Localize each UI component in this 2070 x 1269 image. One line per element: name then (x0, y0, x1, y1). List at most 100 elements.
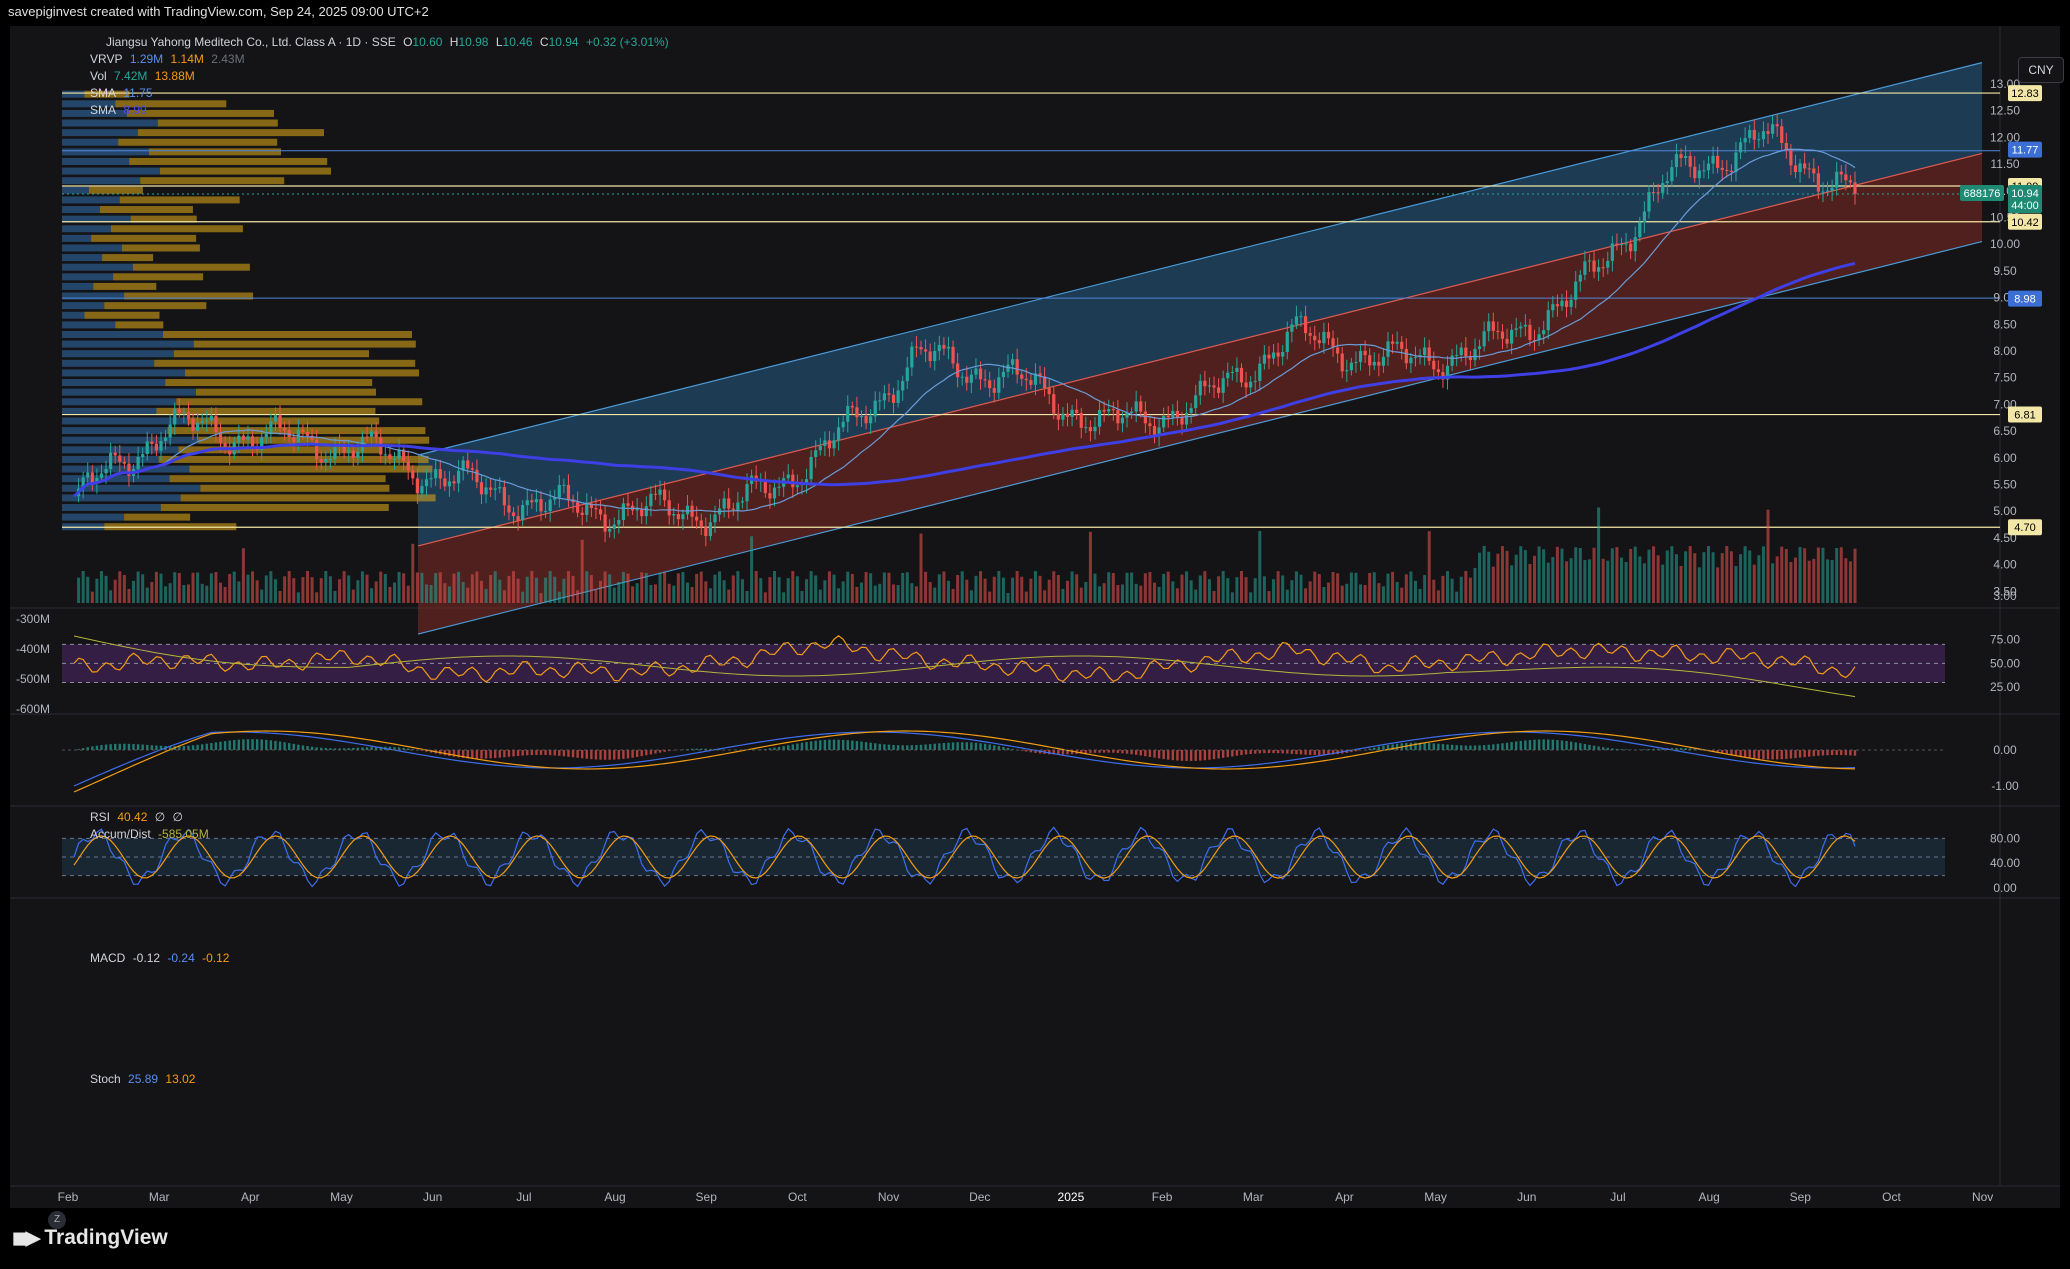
volume-bar (580, 539, 584, 603)
candle-body (667, 500, 671, 516)
volume-bar (292, 578, 296, 603)
price-chart[interactable]: 13.0012.5012.0011.5011.0010.5010.009.509… (10, 26, 2060, 1208)
legend-stoch[interactable]: Stoch 25.89 13.02 (90, 1071, 199, 1088)
volume-bar (548, 571, 552, 603)
vrvp-down-bar (84, 311, 160, 319)
time-tick-label: 2025 (1058, 1190, 1085, 1204)
candle-body (1610, 243, 1614, 261)
volume-bar (470, 574, 474, 603)
volume-bar (1478, 552, 1482, 603)
volume-bar (466, 587, 470, 603)
candle-body (246, 436, 250, 440)
volume-bar (273, 579, 277, 603)
legend-vol[interactable]: Vol 7.42M 13.88M (90, 68, 199, 85)
candle-body (319, 459, 323, 463)
candle-body (461, 460, 465, 471)
price-tag-label-3: 10.42 (2011, 217, 2039, 229)
candle-body (566, 484, 571, 500)
volume-bar (800, 590, 804, 603)
candle-body (402, 449, 406, 462)
volume-bar (457, 571, 461, 603)
volume-bar (383, 573, 387, 603)
macd-hist-bar (851, 740, 854, 750)
candle-body (933, 351, 937, 362)
volume-bar (974, 575, 978, 603)
currency-button[interactable]: CNY (2018, 57, 2064, 83)
legend-sma-slow[interactable]: SMA 8.99 (90, 102, 151, 119)
macd-hist-bar (956, 742, 959, 750)
macd-hist-bar (484, 750, 488, 759)
legend-sma-fast[interactable]: SMA 11.75 (90, 85, 157, 102)
candle-body (150, 441, 154, 444)
legend-ad[interactable]: Accum/Dist -585.05M (90, 826, 213, 843)
candle-body (163, 437, 168, 441)
candle-body (1450, 355, 1454, 366)
legend-macd[interactable]: MACD -0.12 -0.24 -0.12 (90, 950, 233, 967)
volume-bar (566, 571, 570, 603)
candle-body (1455, 355, 1459, 357)
volume-bar (873, 585, 877, 603)
volume-bar (512, 571, 516, 603)
candle-body (1249, 381, 1253, 388)
macd-hist-bar (1514, 741, 1518, 750)
volume-bar (1711, 552, 1715, 603)
candle-body (1349, 362, 1353, 371)
macd-hist-bar (1473, 745, 1477, 750)
volume-bar (1368, 573, 1372, 603)
vrvp-down-bar (167, 427, 426, 435)
volume-bar (1510, 565, 1514, 603)
candle-body (1107, 409, 1111, 412)
sma-slow-line (73, 261, 1856, 498)
candle-body (113, 452, 117, 456)
tradingview-logo: ◼▶ TradingView (12, 1226, 168, 1250)
legend-rsi[interactable]: RSI 40.42 ∅ ∅ (90, 809, 187, 826)
macd-hist-bar (1313, 750, 1316, 756)
volume-bar (374, 581, 378, 603)
volume-bar (1011, 577, 1015, 603)
macd-hist-bar (947, 742, 950, 750)
volume-bar (1052, 571, 1056, 603)
candle-body (951, 346, 955, 364)
candle-body (1780, 126, 1784, 144)
legend-vrvp[interactable]: VRVP 1.29M 1.14M 2.43M (90, 51, 249, 68)
volume-bar (594, 588, 598, 603)
candle-body (218, 432, 223, 444)
macd-hist-bar (1212, 750, 1216, 760)
vrvp-down-bar (132, 263, 250, 271)
candle-body (1308, 333, 1312, 336)
macd-hist-bar (530, 750, 534, 756)
candle-body (209, 415, 213, 421)
macd-hist-bar (1469, 745, 1472, 750)
volume-bar (1551, 556, 1555, 603)
volume-bar (1624, 561, 1628, 603)
candle-body (795, 485, 799, 488)
macd-hist-bar (1661, 748, 1664, 750)
volume-bar (502, 590, 506, 603)
candle-body (1116, 410, 1120, 424)
candle-body (896, 390, 900, 403)
candle-body (658, 489, 662, 495)
candle-body (1120, 417, 1125, 424)
volume-bar (992, 576, 996, 603)
legend-symbol[interactable]: Jiangsu Yahong Meditech Co., Ltd. Class … (106, 35, 396, 49)
macd-hist-bar (81, 748, 85, 750)
macd-hist-bar (1221, 750, 1225, 758)
macd-hist-bar (1721, 750, 1724, 754)
volume-bar (1212, 590, 1216, 603)
volume-bar (136, 571, 140, 603)
macd-hist-bar (388, 746, 392, 750)
volume-bar (1226, 578, 1230, 603)
zoom-reset-button[interactable]: Z (48, 1211, 66, 1229)
volume-bar (77, 577, 81, 603)
vrvp-down-bar (124, 513, 191, 521)
volume-bar (438, 572, 442, 603)
candle-body (1130, 411, 1134, 413)
macd-hist-bar (576, 750, 579, 758)
macd-hist-bar (1496, 743, 1500, 750)
macd-hist-bar (1235, 750, 1239, 756)
candle-body (827, 440, 832, 449)
price-tick-label: 4.00 (1993, 558, 2017, 572)
candle-body (328, 458, 332, 460)
volume-bar (759, 578, 763, 603)
candle-body (910, 346, 914, 368)
